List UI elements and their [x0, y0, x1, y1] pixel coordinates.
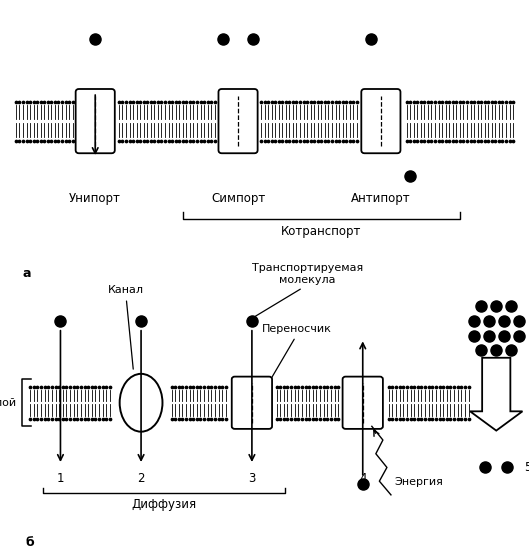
Text: Энергия: Энергия [395, 477, 443, 487]
Text: б: б [26, 535, 34, 549]
Ellipse shape [120, 374, 162, 432]
Text: Унипорт: Унипорт [69, 192, 121, 205]
FancyBboxPatch shape [76, 89, 115, 153]
Text: Симпорт: Симпорт [211, 192, 265, 205]
Text: Антипорт: Антипорт [351, 192, 411, 205]
Text: Диффузия: Диффузия [131, 498, 196, 511]
Text: Переносчик: Переносчик [262, 324, 332, 392]
Text: Котранспорт: Котранспорт [281, 225, 361, 238]
Text: Бислой: Бислой [0, 398, 17, 408]
Text: Транспортируемая
молекула: Транспортируемая молекула [252, 263, 363, 317]
FancyBboxPatch shape [218, 89, 258, 153]
Text: 3: 3 [248, 472, 256, 485]
Text: 1: 1 [57, 472, 64, 485]
Text: 2: 2 [138, 472, 145, 485]
FancyBboxPatch shape [343, 377, 383, 429]
Text: 4: 4 [359, 472, 367, 485]
Polygon shape [470, 358, 523, 431]
Text: 5: 5 [524, 461, 529, 473]
Text: а: а [22, 267, 31, 280]
FancyBboxPatch shape [232, 377, 272, 429]
FancyBboxPatch shape [361, 89, 400, 153]
Text: Канал: Канал [108, 286, 144, 369]
